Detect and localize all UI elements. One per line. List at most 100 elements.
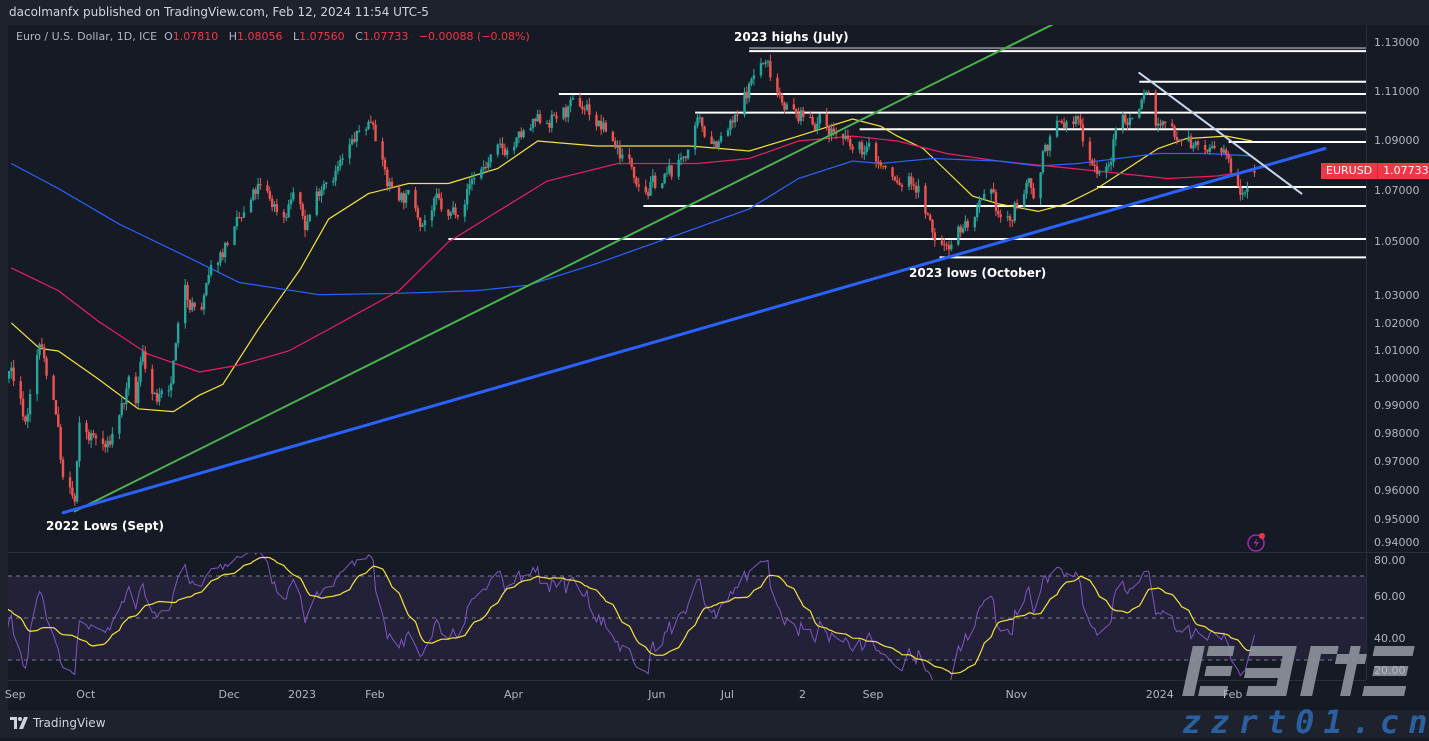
- candle: [1194, 140, 1197, 149]
- trendline[interactable]: [1138, 71, 1303, 195]
- candle-body: [520, 131, 523, 138]
- candle-body: [233, 226, 236, 245]
- candle: [517, 131, 521, 144]
- candle-body: [451, 207, 455, 213]
- candle-body: [555, 115, 558, 119]
- candle: [226, 241, 229, 247]
- candle: [813, 121, 817, 130]
- candle: [1114, 127, 1117, 147]
- candle-body: [1147, 92, 1150, 94]
- candle: [348, 138, 351, 165]
- candle: [1147, 89, 1150, 95]
- candle-body: [945, 244, 948, 246]
- candle-body: [176, 323, 180, 344]
- time-tick-label: Apr: [503, 688, 524, 701]
- candle-body: [1048, 136, 1052, 151]
- candle-body: [717, 141, 720, 149]
- footer-bar: [0, 710, 1429, 738]
- candle: [665, 166, 669, 177]
- candle-body: [1241, 192, 1244, 195]
- candle-body: [780, 95, 784, 103]
- candle-body: [226, 242, 229, 245]
- candle-body: [809, 116, 812, 118]
- candle: [1046, 144, 1049, 157]
- candle-body: [795, 109, 798, 114]
- candle-body: [677, 159, 680, 177]
- candle: [397, 184, 401, 202]
- candle-body: [191, 302, 194, 310]
- candle: [778, 87, 781, 99]
- candle: [414, 187, 417, 212]
- candle: [599, 114, 603, 136]
- candle: [827, 124, 831, 143]
- price-axis[interactable]: [1366, 25, 1429, 680]
- candle-body: [1095, 166, 1099, 174]
- moving-average-line: [10, 118, 1253, 413]
- candle: [693, 121, 697, 156]
- candle: [256, 177, 260, 200]
- candle: [38, 342, 41, 360]
- candle-body: [651, 175, 655, 182]
- candle: [468, 177, 471, 196]
- open-label: O: [164, 30, 173, 43]
- candle: [860, 139, 864, 159]
- candle: [1239, 179, 1242, 201]
- candle: [513, 141, 516, 155]
- candle: [1109, 157, 1113, 171]
- candle: [644, 179, 647, 195]
- candle: [802, 106, 805, 122]
- tradingview-logo[interactable]: TradingView: [10, 716, 106, 730]
- price-tick-label: 1.11000: [1374, 85, 1420, 98]
- candle: [341, 153, 344, 166]
- candle-body: [1025, 182, 1028, 195]
- candle-body: [303, 215, 307, 230]
- candle-body: [550, 114, 553, 128]
- lightning-icon[interactable]: [1246, 531, 1268, 557]
- candle-body: [588, 104, 591, 115]
- candle-body: [240, 217, 243, 219]
- candle: [473, 171, 476, 185]
- rsi-tick-label: 20.00: [1374, 664, 1406, 677]
- candle: [748, 81, 751, 103]
- candle: [188, 299, 192, 313]
- candle: [1178, 139, 1181, 142]
- candle-body: [256, 183, 260, 194]
- time-axis[interactable]: [8, 680, 1366, 711]
- candle-body: [990, 189, 993, 194]
- candle-body: [964, 221, 967, 229]
- candle: [686, 149, 690, 160]
- candle: [867, 137, 871, 150]
- candle: [400, 192, 403, 203]
- tradingview-icon: [10, 717, 28, 729]
- candle: [917, 178, 920, 198]
- candle-body: [122, 403, 126, 405]
- candle-body: [957, 226, 960, 245]
- candle-body: [503, 148, 506, 156]
- candle: [104, 440, 107, 453]
- candle-body: [3, 363, 5, 369]
- candle: [167, 385, 170, 397]
- candle: [151, 364, 154, 401]
- candle-body: [1013, 202, 1016, 221]
- candle: [698, 114, 702, 123]
- price-tick-label: 1.13000: [1374, 36, 1420, 49]
- candle-body: [670, 165, 673, 177]
- candle: [1154, 89, 1157, 129]
- candle: [743, 87, 746, 118]
- candle: [750, 77, 753, 87]
- candle-body: [364, 129, 368, 131]
- candle: [120, 395, 123, 418]
- candle: [339, 155, 342, 171]
- trendline[interactable]: [73, 25, 1054, 513]
- candle: [275, 198, 279, 216]
- candle: [61, 456, 65, 481]
- trendline[interactable]: [61, 147, 1327, 515]
- candle-body: [466, 188, 469, 205]
- candle: [1055, 115, 1059, 139]
- candle: [945, 241, 948, 251]
- candle: [531, 118, 535, 133]
- candle-body: [1105, 166, 1108, 173]
- watermark-site: zzrt01.cn: [1182, 703, 1429, 741]
- candle-body: [1062, 122, 1066, 128]
